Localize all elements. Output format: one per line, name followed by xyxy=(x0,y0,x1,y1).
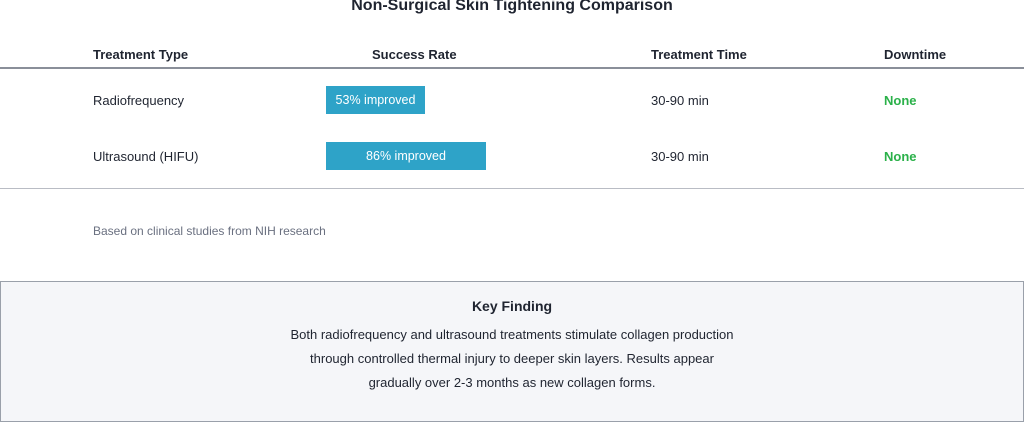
key-finding-title: Key Finding xyxy=(471,298,553,314)
table-row: Ultrasound (HIFU) 86% improved 30-90 min… xyxy=(0,142,1024,172)
key-finding-panel: Key Finding Both radiofrequency and ultr… xyxy=(0,281,1024,422)
header-treatment-time: Treatment Time xyxy=(651,47,747,62)
key-finding-line: gradually over 2-3 months as new collage… xyxy=(368,375,656,390)
downtime-badge: None xyxy=(884,93,917,108)
header-downtime: Downtime xyxy=(884,47,947,62)
success-rate-bar: 53% improved xyxy=(326,86,425,114)
page-title: Non-Surgical Skin Tightening Comparison xyxy=(351,0,673,14)
success-rate-bar: 86% improved xyxy=(326,142,486,170)
treatment-time: 30-90 min xyxy=(651,93,709,108)
source-note: Based on clinical studies from NIH resea… xyxy=(93,224,326,238)
table-bottom-divider xyxy=(0,188,1024,189)
header-treatment-type: Treatment Type xyxy=(93,47,189,62)
table-row: Radiofrequency 53% improved 30-90 min No… xyxy=(0,86,1024,116)
key-finding-line: Both radiofrequency and ultrasound treat… xyxy=(290,327,734,342)
treatment-time: 30-90 min xyxy=(651,149,709,164)
key-finding-text: Both radiofrequency and ultrasound treat… xyxy=(1,323,1023,395)
header-divider xyxy=(0,67,1024,69)
key-finding-line: through controlled thermal injury to dee… xyxy=(310,351,714,366)
success-rate-label: 86% improved xyxy=(366,149,446,163)
success-rate-label: 53% improved xyxy=(335,93,416,107)
table-header: Treatment Type Success Rate Treatment Ti… xyxy=(0,47,1024,63)
header-success-rate: Success Rate xyxy=(372,47,457,62)
treatment-name: Radiofrequency xyxy=(93,93,185,108)
treatment-name: Ultrasound (HIFU) xyxy=(93,149,199,164)
downtime-badge: None xyxy=(884,149,917,164)
